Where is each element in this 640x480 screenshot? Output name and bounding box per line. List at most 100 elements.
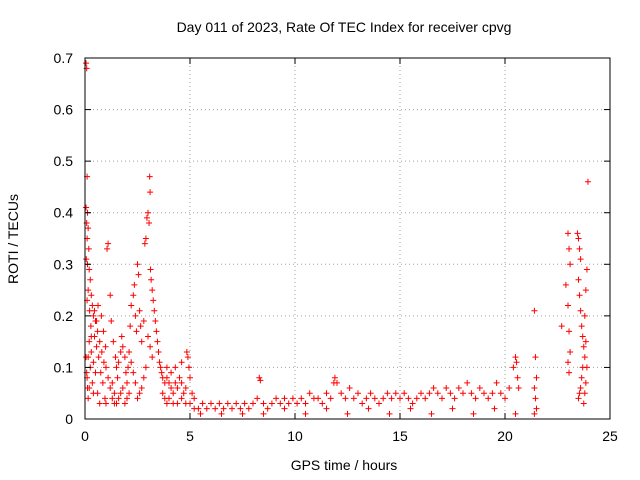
data-point <box>97 369 104 376</box>
data-point <box>99 379 106 386</box>
data-point <box>580 400 587 407</box>
x-tick-label: 20 <box>497 428 513 444</box>
data-point <box>172 379 179 386</box>
data-point <box>90 390 97 397</box>
data-point <box>94 328 101 335</box>
data-point <box>163 400 170 407</box>
data-point <box>145 209 151 216</box>
data-point <box>191 395 198 402</box>
data-point <box>386 410 393 417</box>
data-point <box>350 395 357 402</box>
data-point <box>126 390 133 397</box>
data-point <box>455 385 462 392</box>
data-point <box>260 410 267 417</box>
data-point <box>131 281 138 288</box>
grid-lines <box>85 58 610 419</box>
data-point <box>581 390 588 397</box>
data-point <box>89 302 96 309</box>
data-point <box>87 323 94 330</box>
data-point <box>531 307 538 314</box>
data-point <box>565 302 571 309</box>
data-point <box>514 374 521 381</box>
data-point <box>168 385 175 392</box>
data-point <box>401 390 408 397</box>
data-point <box>506 385 513 392</box>
data-point <box>407 405 414 412</box>
data-point <box>577 385 584 392</box>
data-point <box>109 395 116 402</box>
data-point <box>189 390 196 397</box>
data-point <box>584 178 591 185</box>
data-point <box>91 307 98 314</box>
data-point <box>250 400 256 407</box>
data-point <box>128 359 135 366</box>
data-point <box>579 333 586 340</box>
data-point <box>533 374 540 381</box>
data-point <box>392 390 399 397</box>
data-point <box>566 328 573 335</box>
data-point <box>426 390 433 397</box>
data-point <box>342 395 349 402</box>
data-point <box>298 395 305 402</box>
data-point <box>208 400 214 407</box>
data-point <box>83 256 90 263</box>
data-point <box>581 312 588 319</box>
data-point <box>105 240 112 247</box>
data-point <box>146 173 153 180</box>
data-point <box>172 364 179 371</box>
data-point <box>264 405 271 412</box>
data-point <box>93 318 100 325</box>
data-point <box>101 395 108 402</box>
data-point <box>90 312 97 319</box>
data-point <box>363 395 370 402</box>
data-point <box>136 390 143 397</box>
data-point <box>112 354 119 361</box>
y-tick-label: 0.6 <box>54 102 74 118</box>
data-point <box>220 405 227 412</box>
data-point <box>95 354 102 361</box>
data-point <box>157 364 164 371</box>
data-point <box>567 261 574 268</box>
data-point <box>86 266 93 273</box>
data-point <box>515 385 522 392</box>
data-point <box>103 400 109 407</box>
data-point <box>115 395 122 402</box>
data-point <box>413 395 420 402</box>
data-point <box>134 395 141 402</box>
data-point <box>257 377 264 384</box>
data-point <box>268 400 275 407</box>
data-point <box>583 364 590 371</box>
data-point <box>319 400 326 407</box>
y-tick-label: 0.1 <box>54 359 74 375</box>
data-point <box>127 323 134 330</box>
data-point <box>117 348 124 355</box>
data-point <box>133 328 140 335</box>
data-point <box>119 343 126 350</box>
data-point <box>98 312 105 319</box>
data-point <box>302 400 309 407</box>
data-point <box>134 261 141 268</box>
data-point <box>439 395 445 402</box>
data-point <box>371 395 378 402</box>
data-point <box>443 385 450 392</box>
data-point <box>449 405 456 412</box>
data-point <box>239 410 246 417</box>
data-point <box>575 276 582 283</box>
data-point <box>532 395 539 402</box>
data-point <box>315 395 322 402</box>
y-tick-label: 0.2 <box>54 308 74 324</box>
data-point <box>327 395 334 402</box>
data-point <box>281 405 288 412</box>
data-point <box>125 364 132 371</box>
data-point <box>184 354 191 361</box>
data-point <box>285 400 292 407</box>
data-point <box>294 400 301 407</box>
data-point <box>578 323 585 330</box>
data-point <box>245 405 252 412</box>
data-point <box>83 354 90 361</box>
data-point <box>254 395 261 402</box>
data-point <box>405 395 412 402</box>
data-point <box>147 343 154 350</box>
data-point <box>113 400 120 407</box>
